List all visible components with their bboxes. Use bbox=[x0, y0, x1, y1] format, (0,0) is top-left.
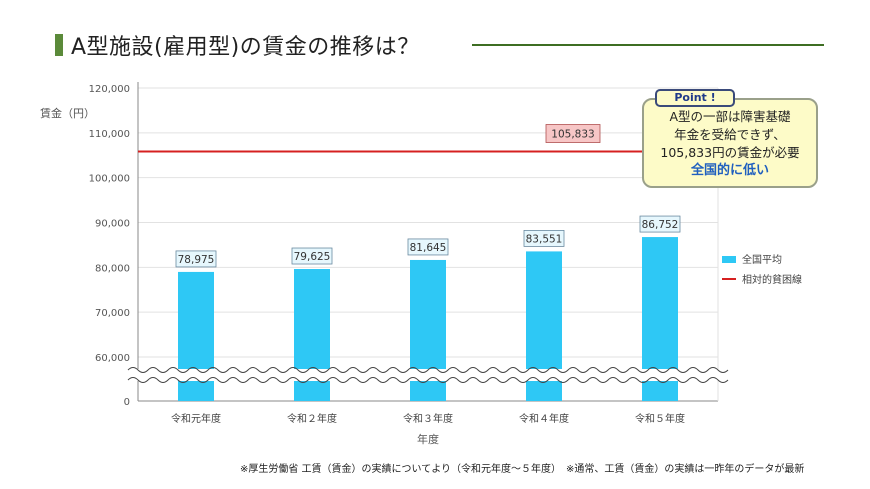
data-label: 81,645 bbox=[410, 242, 447, 254]
legend-label-average: 全国平均 bbox=[742, 253, 782, 266]
data-label: 83,551 bbox=[526, 233, 563, 245]
data-label: 79,625 bbox=[294, 251, 331, 263]
page-title: A型施設(雇用型)の賃金の推移は？ bbox=[71, 35, 420, 60]
data-label-box bbox=[407, 238, 449, 256]
y-tick-label: 80,000 bbox=[95, 263, 130, 274]
point-line-4: 全国的に低い bbox=[690, 163, 769, 178]
point-line-3: 105,833円の賃金が必要 bbox=[660, 145, 800, 160]
y-axis-label: 賃金（円） bbox=[40, 107, 95, 120]
title-accent-bar bbox=[55, 34, 63, 56]
point-tag: Point ! bbox=[655, 89, 735, 107]
point-text: A型の一部は障害基礎 年金を受給できず、 105,833円の賃金が必要 全国的に… bbox=[644, 108, 816, 180]
y-tick-label: 0 bbox=[124, 397, 130, 408]
threshold-label: 105,833 bbox=[551, 129, 594, 141]
data-label: 86,752 bbox=[642, 219, 679, 231]
legend-swatch-average bbox=[722, 256, 736, 263]
title-underline bbox=[472, 44, 824, 46]
x-axis-title: 年度 bbox=[417, 432, 439, 446]
legend-label-poverty: 相対的貧困線 bbox=[742, 273, 802, 286]
axis-break-line-top bbox=[127, 367, 729, 373]
x-tick-label: 令和４年度 bbox=[519, 412, 569, 425]
y-tick-label: 120,000 bbox=[89, 84, 130, 95]
x-tick-label: 令和５年度 bbox=[635, 412, 685, 425]
axis-break-band bbox=[128, 369, 728, 381]
data-label: 78,975 bbox=[178, 254, 215, 266]
data-label-box bbox=[175, 250, 217, 268]
y-tick-label: 60,000 bbox=[95, 353, 130, 364]
data-label-box bbox=[291, 247, 333, 265]
x-tick-label: 令和３年度 bbox=[403, 412, 453, 425]
point-callout bbox=[642, 98, 818, 188]
y-tick-label: 90,000 bbox=[95, 219, 130, 230]
y-tick-label: 110,000 bbox=[89, 129, 130, 140]
x-tick-label: 令和２年度 bbox=[287, 412, 337, 425]
data-label-box bbox=[523, 230, 565, 247]
x-tick-label: 令和元年度 bbox=[171, 412, 221, 425]
y-tick-label: 70,000 bbox=[95, 308, 130, 319]
threshold-label-box bbox=[545, 124, 601, 143]
point-line-1: A型の一部は障害基礎 bbox=[669, 109, 791, 124]
y-tick-label: 100,000 bbox=[89, 174, 130, 185]
bar bbox=[178, 271, 214, 401]
point-line-2: 年金を受給できず、 bbox=[674, 127, 786, 142]
data-label-box bbox=[639, 215, 681, 233]
footnote: ※厚生労働省 工賃（賃金）の実績についてより（令和元年度～５年度） ※通常、工賃… bbox=[240, 464, 805, 475]
axis-break-line-bottom bbox=[127, 377, 729, 383]
